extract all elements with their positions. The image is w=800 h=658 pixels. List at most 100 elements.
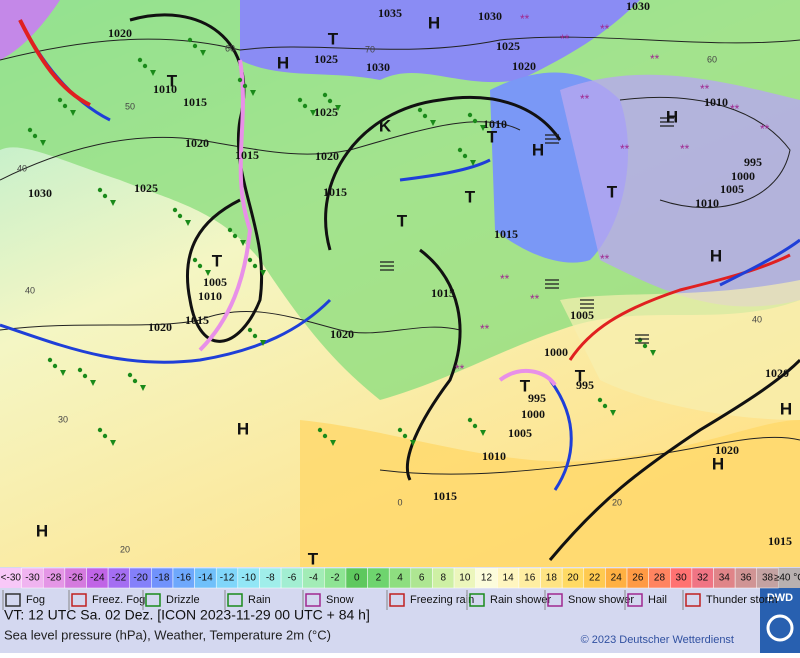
isobar-label: 1000 <box>731 169 755 183</box>
rain-dot <box>467 112 473 118</box>
scale-label: -8 <box>266 573 275 584</box>
isobars <box>0 36 800 475</box>
rain-dot <box>97 427 103 433</box>
rain-dot <box>102 433 108 439</box>
scale-label: -6 <box>287 573 296 584</box>
isobar-label: 1020 <box>715 443 739 457</box>
legend-label: Drizzle <box>166 594 200 606</box>
cold-front <box>0 298 332 364</box>
isobar-label: 1030 <box>626 0 650 13</box>
scale-label: 22 <box>589 573 601 584</box>
scale-label: 12 <box>481 573 493 584</box>
isobar-label: 1000 <box>544 345 568 359</box>
shower-symbol <box>250 90 256 96</box>
isotherm-label: 70 <box>365 44 375 54</box>
pressure-center: T <box>487 127 498 146</box>
shower-symbol <box>260 270 266 276</box>
rain-dot <box>187 37 193 43</box>
isobar-label: 1005 <box>570 308 594 322</box>
shower-symbol <box>335 105 341 111</box>
rain-dot <box>642 343 648 349</box>
isobar-label: 1035 <box>378 6 402 20</box>
rain-dot <box>62 103 68 109</box>
pressure-center: H <box>36 521 48 540</box>
isobar-label: 1010 <box>695 196 719 210</box>
rain-dot <box>597 397 603 403</box>
logo-swirl <box>766 614 794 642</box>
rain-dot <box>192 257 198 263</box>
rain-dot <box>602 403 608 409</box>
isobar-label: 1030 <box>478 9 502 23</box>
shower-symbol <box>110 440 116 446</box>
snow-symbol: ** <box>600 252 610 266</box>
legend-symbol <box>227 593 243 607</box>
pressure-center: T <box>520 376 531 395</box>
scale-label: -22 <box>112 573 127 584</box>
legend-label: Fog <box>26 594 45 606</box>
pressure-center: H <box>666 107 678 126</box>
rain-dot <box>422 113 428 119</box>
isotherm-label: 60 <box>707 54 717 64</box>
snow-symbol: ** <box>620 142 630 156</box>
snow-symbol: ** <box>560 32 570 46</box>
pressure-center: H <box>780 399 792 418</box>
cold-front <box>719 238 800 287</box>
rain-dot <box>397 427 403 433</box>
isobar-label: 995 <box>576 378 594 392</box>
pressure-center: H <box>277 53 289 72</box>
isobar-label: 1025 <box>496 39 520 53</box>
shower-symbol <box>480 125 486 131</box>
northwest-cold <box>0 0 60 60</box>
pressure-center: T <box>308 549 319 568</box>
shower-symbol <box>40 140 46 146</box>
warm-front <box>18 19 91 107</box>
scale-label: 34 <box>719 573 731 584</box>
rain-dot <box>317 427 323 433</box>
pressure-center: H <box>712 454 724 473</box>
scale-cell <box>778 568 800 588</box>
rain-dot <box>232 233 238 239</box>
scale-label: -14 <box>198 573 213 584</box>
isotherm-label: 20 <box>120 544 130 554</box>
isobar-label: 995 <box>528 391 546 405</box>
cold-front <box>548 379 573 491</box>
rain-dot <box>252 263 258 269</box>
legend-symbol <box>305 593 321 607</box>
logo-text: DWD <box>767 592 793 604</box>
rain-dot <box>247 327 253 333</box>
isotherm-label: 60 <box>225 43 235 53</box>
copyright: © 2023 Deutscher Wetterdienst <box>581 634 734 646</box>
shower-symbol <box>480 430 486 436</box>
rain-dot <box>227 227 233 233</box>
legend-label: Snow <box>326 594 354 606</box>
logo-box <box>760 588 800 653</box>
scale-label: -16 <box>177 573 192 584</box>
shower-symbol <box>260 340 266 346</box>
rain-dot <box>177 213 183 219</box>
scale-label: -2 <box>331 573 340 584</box>
scale-label: 26 <box>632 573 644 584</box>
scale-label: <-30 <box>1 573 22 584</box>
snow-symbol: ** <box>530 292 540 306</box>
legend-symbol <box>685 593 701 607</box>
pressure-center: T <box>397 211 408 230</box>
isobar-label: 1020 <box>512 59 536 73</box>
scale-label: -4 <box>309 573 318 584</box>
isotherm-label: 40 <box>17 163 27 173</box>
rain-dot <box>77 367 83 373</box>
shower-symbol <box>60 370 66 376</box>
pressure-center: T <box>328 29 339 48</box>
pressure-center: T <box>465 187 476 206</box>
isobar-label: 1015 <box>431 286 455 300</box>
shower-symbol <box>140 385 146 391</box>
occlusion <box>498 368 557 387</box>
rain-dot <box>302 103 308 109</box>
snow-symbol: ** <box>760 122 770 136</box>
legend-symbol <box>469 593 485 607</box>
isobar-label: 1025 <box>314 105 338 119</box>
snow-symbol: ** <box>455 362 465 376</box>
pressure-center: T <box>167 71 178 90</box>
shower-symbol <box>240 240 246 246</box>
isobar-label: 1030 <box>28 186 52 200</box>
